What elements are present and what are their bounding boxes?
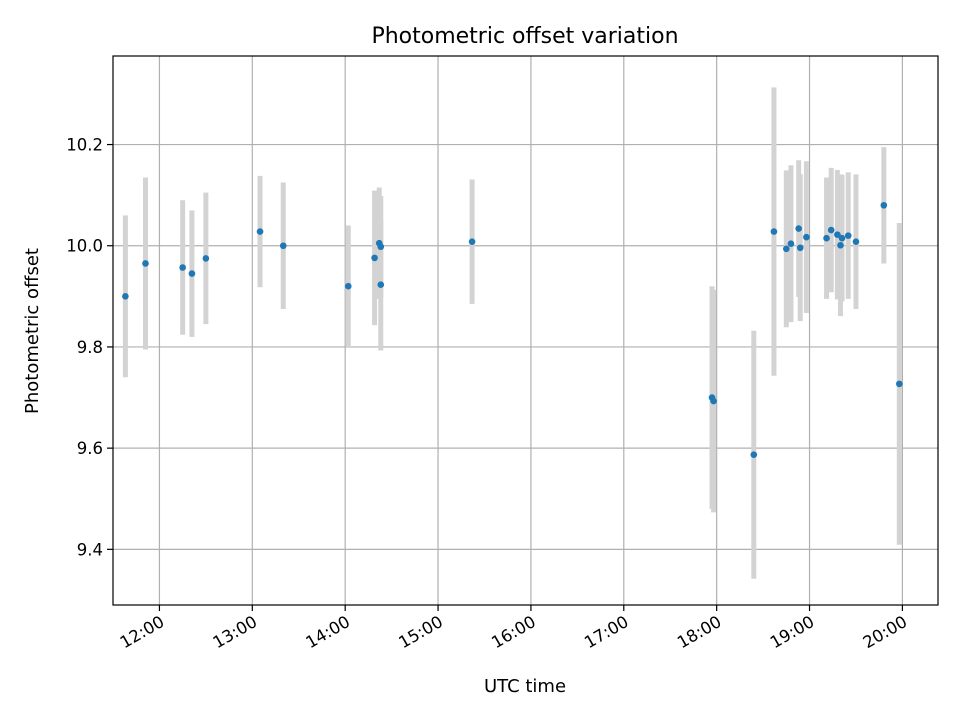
data-point [279, 242, 287, 250]
data-point [377, 243, 385, 251]
plot-frame [112, 55, 939, 606]
x-tick-label: 14:00 [302, 612, 353, 652]
x-tick-label: 15:00 [395, 612, 446, 652]
data-point [852, 238, 860, 245]
y-tick-label: 10.0 [66, 237, 103, 256]
data-point [202, 255, 210, 262]
y-axis-label: Photometric offset [22, 248, 43, 414]
data-point [787, 240, 795, 248]
y-tick-label: 10.2 [66, 136, 103, 155]
data-point [122, 293, 129, 300]
x-tick-label: 13:00 [210, 612, 261, 652]
data-point [188, 270, 196, 277]
data-point [795, 225, 802, 232]
grid [113, 56, 938, 605]
data-point [179, 264, 186, 271]
data-point [837, 241, 844, 249]
data-point [371, 254, 378, 262]
data-point [750, 451, 758, 459]
chart-title: Photometric offset variation [371, 24, 678, 49]
data-point [344, 282, 352, 290]
data-point [256, 228, 264, 235]
x-tick-label: 20:00 [860, 612, 911, 652]
x-tick-label: 16:00 [488, 612, 539, 652]
data-point [803, 233, 810, 241]
x-tick-label: 12:00 [117, 612, 168, 652]
x-tick-label: 17:00 [581, 612, 632, 652]
data-points [122, 201, 903, 459]
x-tick-label: 19:00 [767, 612, 818, 652]
x-tick-label: 18:00 [674, 612, 725, 652]
data-point [710, 397, 717, 405]
y-tick-label: 9.6 [77, 439, 103, 458]
data-point [834, 231, 841, 238]
data-point [844, 232, 852, 239]
plot-background [113, 56, 938, 605]
data-point [142, 260, 149, 267]
data-point [896, 380, 903, 388]
data-point [468, 238, 476, 245]
x-axis-label: UTC time [484, 676, 566, 697]
data-point [783, 245, 790, 253]
data-point [880, 201, 888, 209]
data-point [827, 226, 835, 234]
y-tick-label: 9.4 [77, 540, 103, 559]
data-point [770, 228, 778, 235]
data-point [823, 234, 830, 242]
data-point [377, 281, 385, 289]
data-point [796, 244, 804, 252]
data-point [838, 234, 846, 242]
y-tick-label: 9.8 [77, 338, 103, 357]
